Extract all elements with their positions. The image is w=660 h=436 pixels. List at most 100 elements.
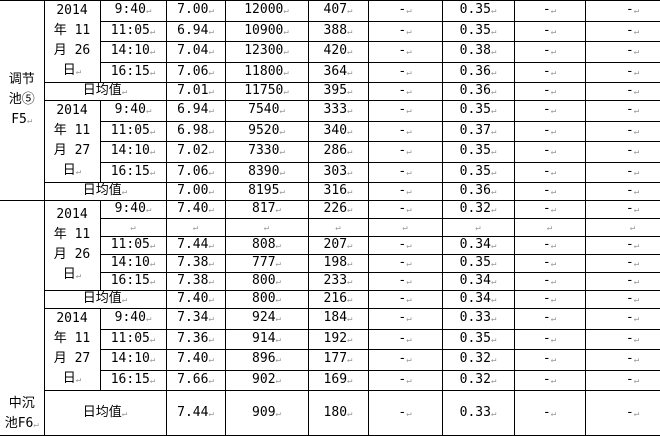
cell-text: - xyxy=(543,184,556,199)
cell-text xyxy=(547,220,552,235)
date-label: 年 11 xyxy=(53,123,91,138)
cell-text: 177 xyxy=(324,351,353,366)
cell-text: 340 xyxy=(324,123,353,138)
value-cell: 7.06 xyxy=(165,61,226,83)
value-cell: - xyxy=(367,369,443,391)
cell-text: - xyxy=(626,84,639,99)
date-label: 月 26 xyxy=(53,43,91,58)
daily-average-label: 日均值 xyxy=(43,390,167,436)
cell-text: 日均值 xyxy=(83,84,127,99)
cell-text: - xyxy=(626,23,639,38)
date-label: 年 11 xyxy=(53,331,91,346)
cell-text: 7.36 xyxy=(177,331,214,346)
value-cell: - xyxy=(584,369,660,391)
cell-text: 9:40 xyxy=(115,310,152,325)
cell-text: 800 xyxy=(252,274,281,289)
value-cell: 0.35 xyxy=(441,0,515,22)
date-label: 2014 xyxy=(56,207,88,222)
cell-text: 9:40 xyxy=(115,102,152,117)
value-cell: - xyxy=(513,236,586,255)
table-row: 2014 年 11 月 27 日 9:40 6.94 7540 333 - 0.35 - - xyxy=(0,100,660,183)
value-cell: 388 xyxy=(307,20,369,42)
cell-text: 0.38 xyxy=(460,43,497,58)
cell-text: 11800 xyxy=(244,64,289,79)
time-cell: 11:05 xyxy=(99,120,167,142)
time-cell: 16:15 xyxy=(99,161,167,183)
time-cell xyxy=(99,218,167,237)
cell-text: 0.35 xyxy=(460,256,497,271)
site-label: F5 xyxy=(0,110,43,131)
value-cell: - xyxy=(584,328,660,350)
cell-text: 9:40 xyxy=(115,2,152,17)
value-cell xyxy=(165,218,226,237)
cell-text: 日均值 xyxy=(83,292,127,307)
value-cell: 914 xyxy=(224,328,309,350)
cell-text: 14:10 xyxy=(111,351,156,366)
cell-text: 0.35 xyxy=(460,164,497,179)
cell-text: 914 xyxy=(252,331,281,346)
cell-text: 388 xyxy=(324,23,353,38)
value-cell: 7.34 xyxy=(165,308,226,330)
value-cell: - xyxy=(367,349,443,371)
cell-text: - xyxy=(626,64,639,79)
cell-text: - xyxy=(626,202,639,217)
value-cell: 11800 xyxy=(224,61,309,83)
time-cell: 11:05 xyxy=(99,328,167,350)
cell-text: 8390 xyxy=(248,164,285,179)
cell-text: 7.40 xyxy=(177,351,214,366)
cell-text: 0.35 xyxy=(460,331,497,346)
cell-text xyxy=(193,220,198,235)
cell-text: 16:15 xyxy=(111,372,156,387)
time-cell: 14:10 xyxy=(99,141,167,163)
cell-text xyxy=(630,220,635,235)
average-value-cell: - xyxy=(584,390,660,436)
value-cell: - xyxy=(367,272,443,291)
value-cell: - xyxy=(584,141,660,163)
value-cell: - xyxy=(584,0,660,22)
cell-text: 9520 xyxy=(248,123,285,138)
cell-text: 0.36 xyxy=(460,184,497,199)
value-cell xyxy=(307,218,369,237)
table-row: 16:15 7.66 902 169 - 0.32 - - xyxy=(0,369,660,391)
cell-text: 日均值 xyxy=(83,405,127,420)
time-cell: 14:10 xyxy=(99,41,167,63)
cell-text: - xyxy=(398,23,411,38)
value-cell: - xyxy=(513,61,586,83)
cell-text: - xyxy=(626,164,639,179)
date-label: 年 11 xyxy=(53,23,91,38)
value-cell: 169 xyxy=(307,369,369,391)
cell-text: 407 xyxy=(324,2,353,17)
cell-text: 0.36 xyxy=(460,64,497,79)
average-value-cell: 316 xyxy=(307,182,369,201)
value-cell: - xyxy=(584,308,660,330)
date-label: 2014 xyxy=(56,3,88,18)
cell-text: 902 xyxy=(252,372,281,387)
value-cell: 7.40 xyxy=(165,349,226,371)
cell-text: 6.98 xyxy=(177,123,214,138)
value-cell: - xyxy=(584,120,660,142)
value-cell: - xyxy=(367,61,443,83)
cell-text: 16:15 xyxy=(111,64,156,79)
value-cell: 800 xyxy=(224,272,309,291)
cell-text: 12000 xyxy=(244,2,289,17)
cell-text: 12300 xyxy=(244,43,289,58)
value-cell: 6.94 xyxy=(165,100,226,122)
date-label: 日 xyxy=(45,265,99,286)
cell-text: - xyxy=(543,292,556,307)
cell-text: - xyxy=(398,64,411,79)
value-cell: - xyxy=(513,272,586,291)
value-cell: 7.40 xyxy=(165,200,226,219)
average-value-cell: - xyxy=(513,290,586,309)
average-value-cell: 11750 xyxy=(224,82,309,101)
date-label: 日 xyxy=(45,61,99,82)
time-cell: 11:05 xyxy=(99,236,167,255)
cell-text: 日均值 xyxy=(83,184,127,199)
cell-text: 777 xyxy=(252,256,281,271)
cell-text: 896 xyxy=(252,351,281,366)
table-row: 11:05 6.98 9520 340 - 0.37 - - xyxy=(0,120,660,142)
cell-text: - xyxy=(543,102,556,117)
value-cell: 0.33 xyxy=(441,308,515,330)
cell-text: - xyxy=(626,351,639,366)
